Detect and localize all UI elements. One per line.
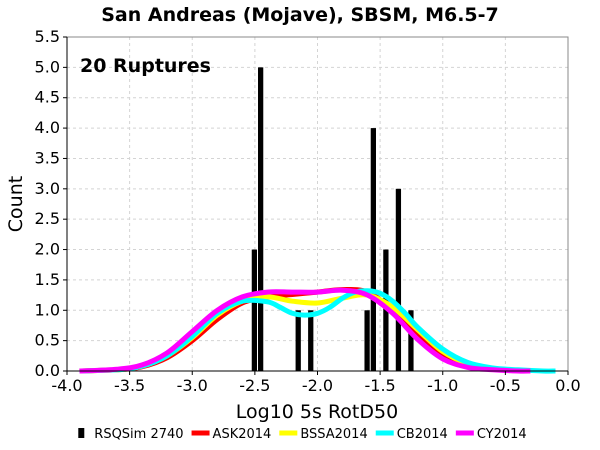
legend: RSQSim 2740 ASK2014 BSSA2014 CB2014 CY2014 <box>78 427 527 442</box>
y-tick-label: 2.5 <box>35 209 60 228</box>
legend-label: BSSA2014 <box>300 427 367 442</box>
histogram-bar <box>395 188 402 371</box>
x-axis-label: Log10 5s RotD50 <box>236 401 398 423</box>
legend-label: CY2014 <box>477 427 527 442</box>
x-tick-label: -2.0 <box>302 376 333 395</box>
legend-item-rsqsim-2740: RSQSim 2740 <box>78 427 184 442</box>
curve-cy2014 <box>79 287 531 374</box>
rupture-count-annotation: 20 Ruptures <box>80 55 211 77</box>
legend-item-bssa2014: BSSA2014 <box>279 427 368 442</box>
x-tick-label: -0.5 <box>490 376 521 395</box>
legend-item-cb2014: CB2014 <box>375 427 448 442</box>
y-tick-label: 1.5 <box>35 270 60 289</box>
x-tick-label: 0.0 <box>555 376 580 395</box>
histogram-bar <box>308 310 314 371</box>
tick-labels: -4.0 -3.5 -3.0 -2.5 -2.0 -1.5 -1.0 -0.5 0.0 0.0 0.… <box>35 27 581 395</box>
histogram-bar <box>370 128 376 371</box>
chart-title: San Andreas (Mojave), SBSM, M6.5-7 <box>101 4 499 26</box>
x-tick-label: -2.5 <box>239 376 270 395</box>
x-tick-label: -1.5 <box>365 376 396 395</box>
histogram-bar <box>295 310 301 371</box>
x-tick-label: -3.5 <box>114 376 145 395</box>
legend-swatch <box>78 428 85 438</box>
y-tick-label: 5.5 <box>35 27 60 46</box>
legend-label: CB2014 <box>397 427 448 442</box>
y-tick-label: 3.0 <box>35 179 60 198</box>
legend-label: RSQSim 2740 <box>94 427 183 442</box>
y-axis-label: Count <box>5 176 27 232</box>
y-tick-label: 4.5 <box>35 88 60 107</box>
y-tick-label: 3.5 <box>35 148 60 167</box>
y-tick-label: 4.0 <box>35 118 60 137</box>
histogram-bar <box>258 67 264 371</box>
y-tick-label: 0.5 <box>35 331 60 350</box>
histogram-bar <box>408 310 414 371</box>
grid <box>67 37 568 371</box>
y-tick-label: 0.0 <box>35 361 60 380</box>
y-tick-label: 1.0 <box>35 300 60 319</box>
y-tick-label: 2.0 <box>35 240 60 259</box>
x-tick-label: -4.0 <box>51 376 82 395</box>
x-tick-label: -1.0 <box>427 376 458 395</box>
histogram-bar <box>251 249 258 371</box>
y-tick-label: 5.0 <box>35 57 60 76</box>
curve-cb2014 <box>79 288 556 374</box>
histogram-bar <box>364 310 370 371</box>
legend-label: ASK2014 <box>213 427 272 442</box>
gmm-curves <box>79 286 556 374</box>
legend-item-ask2014: ASK2014 <box>191 427 272 442</box>
x-tick-label: -3.0 <box>177 376 208 395</box>
legend-item-cy2014: CY2014 <box>455 427 527 442</box>
